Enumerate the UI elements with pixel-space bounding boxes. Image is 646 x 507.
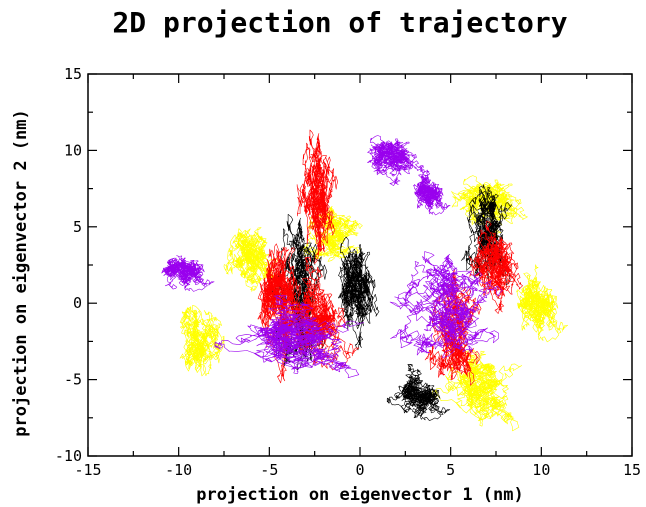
trajectory-cluster — [413, 165, 451, 216]
x-tick-label: 0 — [355, 461, 364, 479]
y-tick-label: 15 — [64, 65, 82, 83]
y-tick-label: -10 — [55, 447, 82, 465]
chart-title: 2D projection of trajectory — [112, 6, 568, 39]
y-tick-label: 10 — [64, 141, 82, 159]
y-axis-label: projection on eigenvector 2 (nm) — [11, 109, 31, 437]
trajectory-cluster — [367, 135, 422, 186]
x-tick-label: 15 — [623, 461, 641, 479]
x-axis-label: projection on eigenvector 1 (nm) — [196, 485, 524, 505]
x-tick-label: 10 — [532, 461, 550, 479]
trajectory-cluster — [516, 264, 568, 343]
x-tick-label: -5 — [260, 461, 278, 479]
trajectory-cluster — [338, 236, 380, 351]
y-tick-label: 5 — [73, 218, 82, 236]
trajectory-cluster — [179, 305, 225, 377]
y-tick-label: 0 — [73, 294, 82, 312]
trajectory-cluster — [298, 204, 363, 262]
trajectory-cluster — [214, 295, 364, 378]
x-tick-label: -15 — [74, 461, 101, 479]
trajectory-cluster — [296, 129, 338, 264]
y-tick-label: -5 — [64, 371, 82, 389]
trajectory-cluster — [269, 214, 328, 370]
trajectory-cluster — [432, 348, 523, 432]
trajectory-cluster — [386, 364, 451, 421]
trajectory-cluster — [469, 220, 523, 314]
trajectory-cluster — [161, 255, 215, 292]
x-tick-label: 5 — [446, 461, 455, 479]
trajectory-cluster — [223, 227, 279, 292]
x-tick-label: -10 — [165, 461, 192, 479]
trajectory-cluster — [257, 243, 303, 384]
trajectory-cluster — [389, 251, 503, 358]
trajectory-layer — [161, 129, 568, 432]
